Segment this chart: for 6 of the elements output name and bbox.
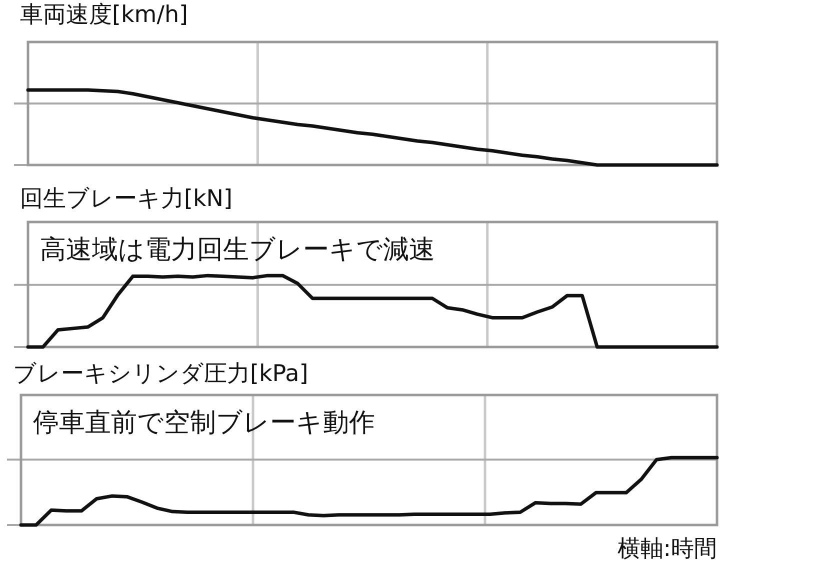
chart-title: ブレーキシリンダ圧力[kPa] — [13, 361, 308, 387]
text: 高速域は電力回生ブレーキで減速 — [40, 235, 435, 265]
x-axis-title: 横軸:時間 — [617, 536, 717, 562]
text: 停車直前で空制ブレーキ動作 — [33, 408, 375, 438]
chart-title: 車両速度[km/h] — [20, 2, 188, 28]
chart-title: 回生ブレーキ力[kN] — [20, 186, 232, 212]
